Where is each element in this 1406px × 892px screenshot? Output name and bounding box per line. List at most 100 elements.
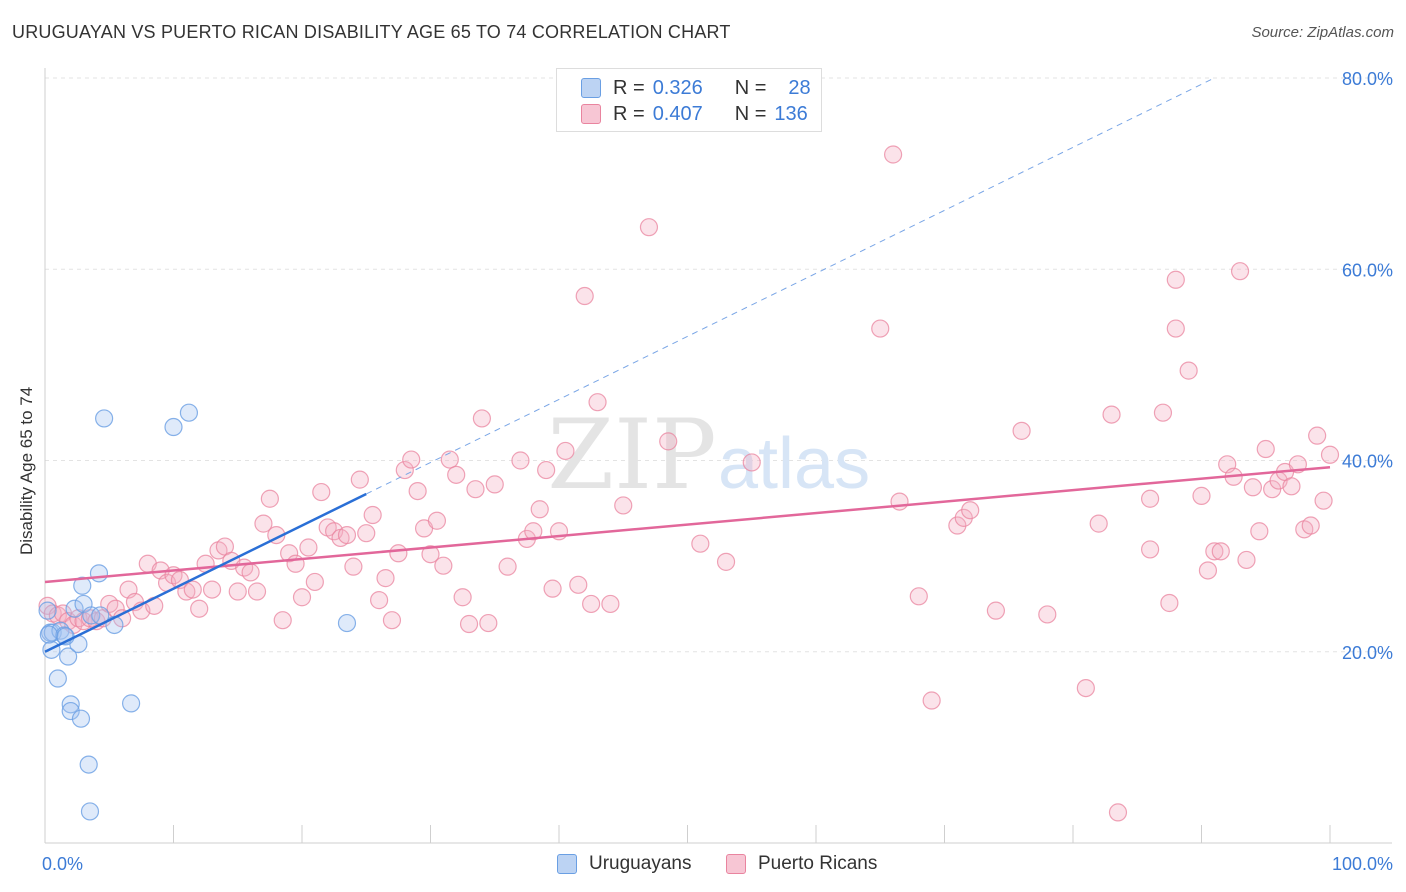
data-point-puerto-rican — [716, 552, 736, 571]
data-point-puerto-rican — [659, 432, 678, 451]
data-point-puerto-rican — [427, 511, 447, 530]
data-point-uruguayan — [79, 755, 98, 774]
data-point-puerto-rican — [1166, 270, 1185, 289]
data-point-puerto-rican — [1301, 516, 1320, 535]
data-point-puerto-rican — [511, 451, 530, 470]
data-point-puerto-rican — [1308, 426, 1327, 445]
data-point-puerto-rican — [1089, 514, 1108, 533]
data-point-puerto-rican — [408, 482, 427, 501]
source-label: Source: ZipAtlas.com — [1251, 24, 1394, 41]
data-point-puerto-rican — [543, 579, 562, 598]
data-point-puerto-rican — [1243, 478, 1263, 497]
data-point-puerto-rican — [260, 489, 279, 508]
data-point-uruguayan — [61, 701, 80, 721]
data-point-puerto-rican — [922, 691, 941, 710]
data-point-puerto-rican — [247, 582, 267, 601]
data-point-puerto-rican — [614, 496, 633, 515]
y-tick-label: 20.0% — [1342, 643, 1393, 663]
r-value: 0.326 — [652, 76, 703, 99]
data-point-puerto-rican — [575, 286, 594, 306]
tick-labels: 20.0% 40.0% 60.0% 80.0% 0.0% 100.0% — [42, 69, 1393, 874]
y-tick-label: 80.0% — [1342, 69, 1393, 89]
data-point-puerto-rican — [370, 591, 389, 610]
data-point-puerto-rican — [402, 450, 421, 469]
data-point-uruguayan — [71, 709, 91, 728]
watermark-zip: ZIP — [547, 399, 716, 511]
y-tick-label: 60.0% — [1342, 260, 1393, 280]
data-point-puerto-rican — [1256, 439, 1275, 459]
data-point-uruguayan — [164, 417, 183, 437]
data-point-puerto-rican — [1166, 319, 1185, 338]
trend-line-puerto-ricans — [44, 465, 1331, 584]
series-puerto-ricans — [38, 145, 1340, 822]
data-point-puerto-rican — [305, 572, 324, 592]
n-value: 28 — [788, 76, 811, 99]
data-point-puerto-rican — [1179, 361, 1198, 380]
data-point-uruguayan — [48, 669, 67, 688]
data-point-uruguayan — [38, 601, 57, 620]
data-point-uruguayan — [61, 695, 80, 714]
n-label: N = — [734, 76, 767, 99]
data-point-puerto-rican — [183, 580, 202, 599]
data-point-puerto-rican — [1198, 561, 1218, 580]
legend-item-uruguayans: Uruguayans — [557, 853, 691, 875]
trend-lines — [44, 77, 1331, 653]
data-point-puerto-rican — [350, 470, 369, 489]
data-point-puerto-rican — [202, 580, 222, 599]
r-label: R = — [613, 76, 645, 99]
data-point-puerto-rican — [337, 525, 357, 545]
correlation-legend: R = 0.326 N = 28 R = 0.407 N = 136 — [556, 68, 822, 132]
data-point-puerto-rican — [537, 460, 556, 480]
data-point-uruguayan — [39, 625, 58, 644]
data-point-puerto-rican — [363, 505, 382, 525]
data-point-puerto-rican — [357, 524, 376, 543]
data-point-puerto-rican — [871, 319, 890, 338]
data-point-puerto-rican — [1314, 491, 1333, 510]
data-point-uruguayan — [65, 599, 84, 618]
data-point-puerto-rican — [1192, 486, 1211, 505]
legend-row-uruguayans: R = 0.326 N = 28 — [581, 77, 811, 99]
data-point-puerto-rican — [890, 492, 909, 511]
data-point-puerto-rican — [421, 545, 440, 564]
uruguayans-swatch — [581, 78, 601, 98]
data-point-puerto-rican — [376, 569, 395, 588]
data-point-puerto-rican — [434, 556, 453, 575]
data-point-uruguayan — [95, 409, 114, 428]
data-point-puerto-rican — [1250, 522, 1269, 541]
data-point-puerto-rican — [273, 611, 292, 630]
uruguayans-swatch — [557, 854, 577, 874]
data-point-uruguayan — [121, 694, 141, 713]
data-point-puerto-rican — [1230, 262, 1250, 281]
data-point-puerto-rican — [1237, 550, 1256, 570]
data-point-puerto-rican — [228, 582, 247, 601]
data-point-puerto-rican — [395, 460, 414, 480]
data-point-puerto-rican — [299, 538, 318, 557]
y-tick-label: 40.0% — [1342, 452, 1393, 472]
data-point-puerto-rican — [459, 614, 479, 634]
data-point-puerto-rican — [1140, 489, 1160, 508]
data-point-puerto-rican — [254, 514, 273, 533]
data-point-puerto-rican — [389, 544, 408, 563]
watermark-atlas: atlas — [718, 424, 870, 504]
data-point-puerto-rican — [1320, 445, 1340, 464]
data-point-puerto-rican — [190, 599, 209, 618]
data-point-puerto-rican — [639, 218, 659, 237]
data-point-uruguayan — [59, 647, 78, 666]
data-point-puerto-rican — [961, 501, 980, 520]
data-point-puerto-rican — [883, 145, 903, 164]
data-point-puerto-rican — [472, 409, 491, 428]
puerto-ricans-swatch — [726, 854, 746, 874]
legend-label: Puerto Ricans — [758, 853, 878, 874]
data-point-puerto-rican — [1012, 421, 1031, 440]
data-point-puerto-rican — [1076, 678, 1095, 698]
data-point-puerto-rican — [280, 544, 299, 563]
data-point-puerto-rican — [485, 475, 504, 494]
data-point-puerto-rican — [1140, 540, 1160, 559]
data-point-puerto-rican — [909, 587, 928, 606]
data-point-puerto-rican — [453, 588, 472, 607]
data-point-uruguayan — [80, 802, 100, 821]
data-point-puerto-rican — [986, 601, 1006, 620]
data-point-uruguayan — [89, 564, 109, 583]
data-point-puerto-rican — [1205, 542, 1224, 561]
r-label: R = — [613, 102, 645, 125]
